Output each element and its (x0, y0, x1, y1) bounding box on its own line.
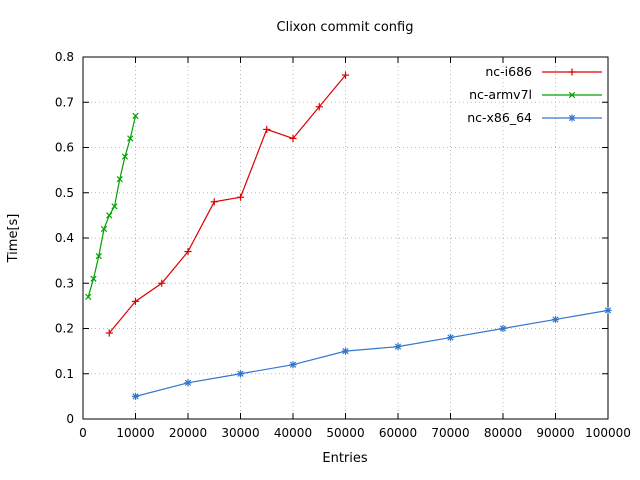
plus-marker (289, 134, 297, 143)
legend-item-nc-i686: nc-i686 (485, 64, 602, 79)
cross-marker (90, 275, 97, 282)
y-tick-label: 0.3 (55, 276, 74, 290)
plus-marker (184, 247, 192, 256)
y-tick-label: 0.2 (55, 322, 74, 336)
legend-label: nc-x86_64 (467, 110, 532, 125)
plus-marker (131, 297, 140, 305)
cross-marker (121, 153, 129, 160)
series-line (135, 309, 609, 397)
x-tick-label: 30000 (221, 426, 259, 440)
plot-area: 0 10000 20000 30000 40000 50000 60000 70000 8000… (55, 50, 631, 440)
y-axis-label: Time[s] (6, 214, 21, 264)
y-tick-label: 0.8 (55, 50, 74, 64)
legend-item-nc-x86_64: nc-x86_64 (467, 110, 602, 125)
cross-marker (127, 135, 134, 142)
asterisk-marker (568, 114, 576, 122)
legend-label: nc-i686 (485, 64, 532, 79)
plus-marker (263, 125, 271, 133)
asterisk-marker (394, 343, 402, 351)
cross-marker (111, 203, 118, 210)
y-tick-label: 0.6 (55, 141, 74, 155)
x-tick-label: 90000 (536, 426, 574, 440)
asterisk-marker (446, 333, 455, 342)
series-nc-i686 (105, 71, 350, 337)
plus-marker (210, 198, 218, 206)
cross-marker (85, 293, 92, 300)
y-tick-label: 0.5 (55, 186, 74, 200)
plus-marker (568, 68, 576, 76)
x-tick-label: 40000 (274, 426, 312, 440)
legend-item-nc-armv7l: nc-armv7l (469, 87, 602, 102)
asterisk-marker (289, 361, 297, 369)
asterisk-marker (184, 379, 192, 387)
series-line (108, 74, 346, 334)
y-tick-label: 0 (66, 412, 74, 426)
x-tick-label: 50000 (326, 426, 364, 440)
y-tick-label: 0.7 (55, 95, 74, 109)
x-tick-label: 80000 (484, 426, 522, 440)
plus-marker (236, 193, 245, 201)
plus-marker (158, 279, 166, 287)
legend-label: nc-armv7l (469, 87, 532, 102)
asterisk-marker (499, 324, 507, 333)
plus-marker (315, 103, 323, 111)
x-tick-label: 70000 (431, 426, 469, 440)
series-nc-x86_64 (131, 306, 612, 400)
asterisk-marker (551, 315, 560, 324)
cross-marker (132, 112, 139, 119)
x-axis-label: Entries (322, 451, 368, 466)
chart-title: Clixon commit config (277, 20, 414, 35)
x-tick-label: 0 (79, 426, 87, 440)
x-tick-label: 60000 (379, 426, 417, 440)
x-tick-label: 100000 (585, 426, 631, 440)
asterisk-marker (131, 392, 140, 400)
cross-marker (116, 176, 123, 183)
plus-marker (105, 329, 113, 337)
x-tick-label: 10000 (116, 426, 154, 440)
series-nc-armv7l (85, 112, 139, 300)
asterisk-marker (341, 347, 350, 355)
y-tick-label: 0.4 (55, 231, 74, 245)
cross-marker (95, 252, 102, 260)
y-tick-label: 0.1 (55, 367, 74, 381)
asterisk-marker (236, 370, 245, 378)
plus-marker (341, 71, 350, 79)
series-line (87, 115, 137, 297)
cross-marker (106, 212, 113, 219)
asterisk-marker (604, 306, 612, 314)
x-tick-label: 20000 (169, 426, 207, 440)
cross-marker (100, 225, 108, 233)
cross-marker (568, 91, 576, 99)
